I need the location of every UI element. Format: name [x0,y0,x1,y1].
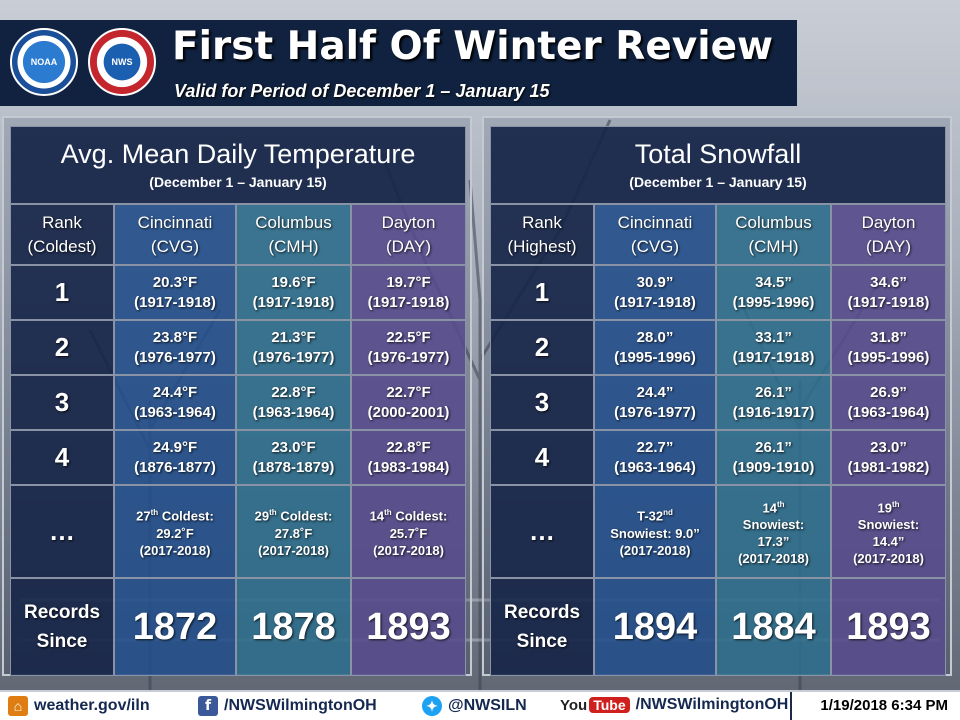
rank-cell: 3 [10,375,114,430]
records-since-dayton: 1893 [351,578,466,676]
twitter-link[interactable]: ✦ @NWSILN [422,696,527,716]
snowfall-table: Rank (Highest) Cincinnati (CVG) Columbus (C… [490,204,946,676]
current-season-label: … [490,485,594,578]
table-cell: 20.3°F (1917-1918) [114,265,236,320]
rank-cell: 4 [490,430,594,485]
rank-cell: 2 [490,320,594,375]
footer-divider [790,692,792,720]
temperature-title: Avg. Mean Daily Temperature [60,139,416,169]
footer-bar: ⌂ weather.gov/iln f /NWSWilmingtonOH ✦ @… [0,690,960,720]
snowfall-panel: Total Snowfall (December 1 – January 15)… [482,116,952,676]
page-subtitle: Valid for Period of December 1 – January… [174,81,550,101]
youtube-icon: You Tube [560,696,636,714]
rank-cell: 3 [490,375,594,430]
table-cell: 22.8°F (1983-1984) [351,430,466,485]
column-header-columbus: Columbus (CMH) [716,204,831,265]
table-cell: 26.1” (1909-1910) [716,430,831,485]
temperature-panel: Avg. Mean Daily Temperature (December 1 … [2,116,472,676]
current-season-cell: 14th Coldest: 25.7˚F (2017-2018) [351,485,466,578]
table-cell: 33.1” (1917-1918) [716,320,831,375]
twitter-icon: ✦ [422,696,442,716]
snowfall-title: Total Snowfall [634,139,802,169]
facebook-icon: f [198,696,218,716]
rank-cell: 4 [10,430,114,485]
temperature-period: (December 1 – January 15) [149,174,327,190]
column-header-cincinnati: Cincinnati (CVG) [594,204,716,265]
table-cell: 34.5” (1995-1996) [716,265,831,320]
current-season-cell: 14th Snowiest: 17.3” (2017-2018) [716,485,831,578]
table-cell: 19.7°F (1917-1918) [351,265,466,320]
temperature-panel-title: Avg. Mean Daily Temperature (December 1 … [10,126,466,204]
noaa-logo: NOAA [10,28,78,96]
table-cell: 24.4” (1976-1977) [594,375,716,430]
records-since-dayton: 1893 [831,578,946,676]
column-header-dayton: Dayton (DAY) [351,204,466,265]
column-header-cincinnati: Cincinnati (CVG) [114,204,236,265]
facebook-link[interactable]: f /NWSWilmingtonOH [198,696,377,716]
table-cell: 28.0” (1995-1996) [594,320,716,375]
current-season-cell: 19th Snowiest: 14.4” (2017-2018) [831,485,946,578]
table-cell: 24.4°F (1963-1964) [114,375,236,430]
table-cell: 24.9°F (1876-1877) [114,430,236,485]
current-season-cell: 27th Coldest: 29.2˚F (2017-2018) [114,485,236,578]
timestamp: 1/19/2018 6:34 PM [820,697,948,714]
table-cell: 30.9” (1917-1918) [594,265,716,320]
home-icon: ⌂ [8,696,28,716]
current-season-cell: 29th Coldest: 27.8˚F (2017-2018) [236,485,351,578]
rank-header: Rank (Highest) [490,204,594,265]
records-since-cincinnati: 1872 [114,578,236,676]
current-season-cell: T-32nd Snowiest: 9.0” (2017-2018) [594,485,716,578]
table-cell: 22.7°F (2000-2001) [351,375,466,430]
records-since-label: Records Since [10,578,114,676]
records-since-cincinnati: 1894 [594,578,716,676]
table-cell: 19.6°F (1917-1918) [236,265,351,320]
records-since-columbus: 1884 [716,578,831,676]
column-header-dayton: Dayton (DAY) [831,204,946,265]
current-season-label: … [10,485,114,578]
rank-cell: 1 [10,265,114,320]
table-cell: 31.8” (1995-1996) [831,320,946,375]
table-cell: 26.1” (1916-1917) [716,375,831,430]
snowfall-panel-title: Total Snowfall (December 1 – January 15) [490,126,946,204]
table-cell: 22.7” (1963-1964) [594,430,716,485]
website-link[interactable]: ⌂ weather.gov/iln [8,696,150,716]
rank-header: Rank (Coldest) [10,204,114,265]
nws-logo: NWS [88,28,156,96]
header-banner: NOAA NWS First Half Of Winter Review Val… [0,20,797,106]
snowfall-period: (December 1 – January 15) [629,174,807,190]
youtube-link[interactable]: You Tube /NWSWilmingtonOH [560,696,789,714]
table-cell: 34.6” (1917-1918) [831,265,946,320]
records-since-columbus: 1878 [236,578,351,676]
table-cell: 22.8°F (1963-1964) [236,375,351,430]
page-title: First Half Of Winter Review [172,24,774,69]
records-since-label: Records Since [490,578,594,676]
rank-cell: 2 [10,320,114,375]
temperature-table: Rank (Coldest) Cincinnati (CVG) Columbus (C… [10,204,466,676]
table-cell: 23.8°F (1976-1977) [114,320,236,375]
table-cell: 23.0°F (1878-1879) [236,430,351,485]
table-cell: 22.5°F (1976-1977) [351,320,466,375]
column-header-columbus: Columbus (CMH) [236,204,351,265]
rank-cell: 1 [490,265,594,320]
table-cell: 21.3°F (1976-1977) [236,320,351,375]
table-cell: 26.9” (1963-1964) [831,375,946,430]
table-cell: 23.0” (1981-1982) [831,430,946,485]
